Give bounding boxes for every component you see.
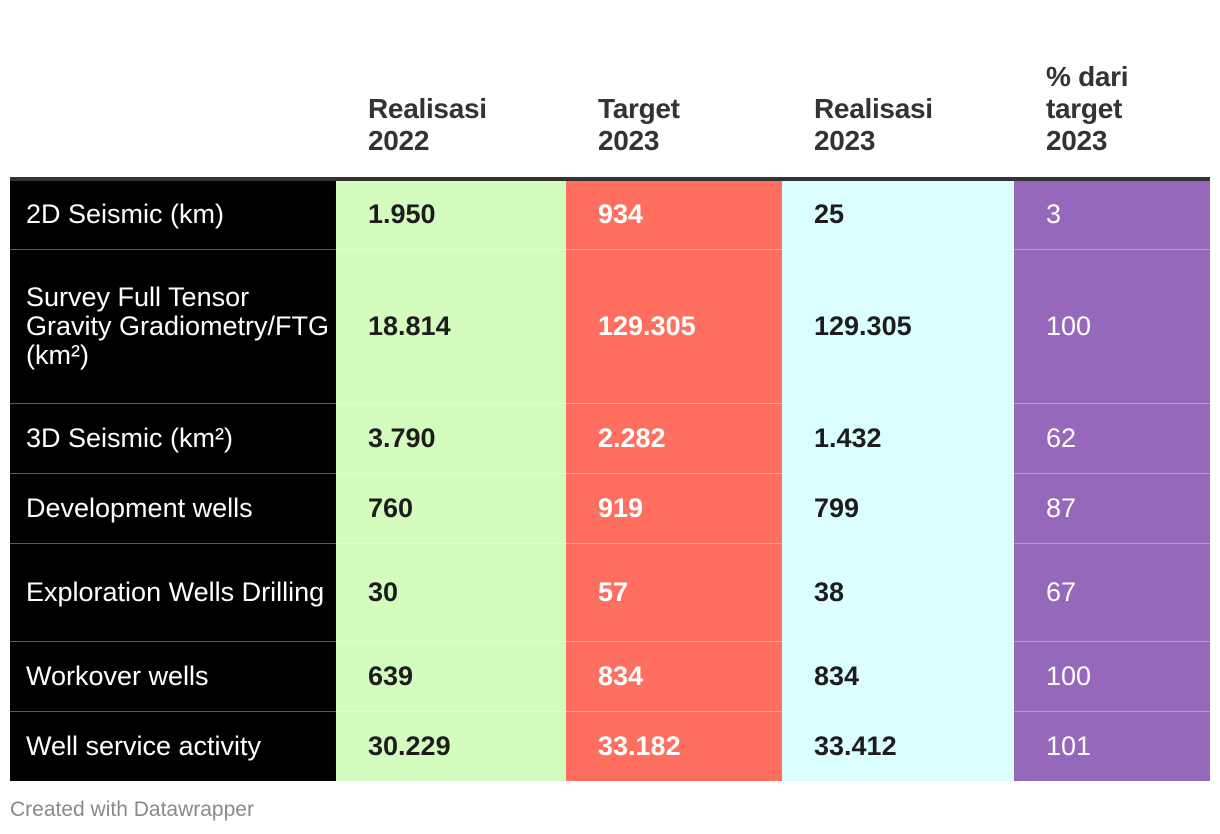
target-2023-cell: 934 [566,179,782,250]
realisasi-2022-cell: 3.790 [336,403,566,474]
pct-target-2023-cell: 101 [1014,711,1210,781]
header-line: 2022 [368,125,430,156]
realisasi-2023-cell: 129.305 [782,249,1014,404]
column-header-target-2023[interactable]: Target 2023 [566,0,782,181]
pct-target-2023-cell: 62 [1014,403,1210,474]
realisasi-2022-cell: 30 [336,543,566,642]
realisasi-2023-cell: 1.432 [782,403,1014,474]
row-label-cell: Workover wells [10,641,336,712]
pct-target-2023-cell: 67 [1014,543,1210,642]
table-row: Well service activity 30.229 33.182 33.412 1… [10,711,1210,781]
data-table-container: Realisasi 2022 Target 2023 Realisasi 202… [10,0,1210,781]
row-label-cell: Development wells [10,473,336,544]
header-line: Realisasi [368,93,487,124]
pct-target-2023-cell: 100 [1014,249,1210,404]
target-2023-cell: 919 [566,473,782,544]
realisasi-2023-cell: 33.412 [782,711,1014,781]
realisasi-2022-cell: 639 [336,641,566,712]
column-header-realisasi-2023[interactable]: Realisasi 2023 [782,0,1014,181]
target-2023-cell: 33.182 [566,711,782,781]
table-body: 2D Seismic (km) 1.950 934 25 3 Survey Full Te… [10,179,1210,781]
table-row: Survey Full Tensor Gravity Gradiometry/F… [10,249,1210,404]
column-header-label[interactable] [10,0,336,181]
row-label-cell: Well service activity [10,711,336,781]
realisasi-2023-cell: 799 [782,473,1014,544]
row-label-cell: 2D Seismic (km) [10,179,336,250]
realisasi-2022-cell: 18.814 [336,249,566,404]
realisasi-2023-cell: 25 [782,179,1014,250]
realisasi-2022-cell: 1.950 [336,179,566,250]
header-line: % dari [1046,61,1129,92]
header-line: Target [598,93,680,124]
target-2023-cell: 834 [566,641,782,712]
realisasi-2022-cell: 30.229 [336,711,566,781]
table-row: Workover wells 639 834 834 100 [10,641,1210,712]
header-line: 2023 [814,125,876,156]
header-line: Realisasi [814,93,933,124]
table-row: 2D Seismic (km) 1.950 934 25 3 [10,179,1210,250]
pct-target-2023-cell: 3 [1014,179,1210,250]
target-2023-cell: 129.305 [566,249,782,404]
pct-target-2023-cell: 100 [1014,641,1210,712]
row-label-cell: Exploration Wells Drilling [10,543,336,642]
header-line: 2023 [1046,125,1108,156]
realisasi-2022-cell: 760 [336,473,566,544]
header-line: target [1046,93,1122,124]
table-row: Development wells 760 919 799 87 [10,473,1210,544]
table-row: Exploration Wells Drilling 30 57 38 67 [10,543,1210,642]
table-header-row: Realisasi 2022 Target 2023 Realisasi 202… [10,0,1210,181]
header-line: 2023 [598,125,660,156]
column-header-realisasi-2022[interactable]: Realisasi 2022 [336,0,566,181]
pct-target-2023-cell: 87 [1014,473,1210,544]
target-2023-cell: 57 [566,543,782,642]
realisasi-2023-cell: 38 [782,543,1014,642]
column-header-pct-target-2023[interactable]: % dari target 2023 [1014,0,1210,181]
realisasi-2023-cell: 834 [782,641,1014,712]
row-label-cell: Survey Full Tensor Gravity Gradiometry/F… [10,249,336,404]
data-table: Realisasi 2022 Target 2023 Realisasi 202… [10,0,1210,781]
target-2023-cell: 2.282 [566,403,782,474]
table-row: 3D Seismic (km²) 3.790 2.282 1.432 62 [10,403,1210,474]
row-label-cell: 3D Seismic (km²) [10,403,336,474]
datawrapper-credit[interactable]: Created with Datawrapper [10,798,254,821]
